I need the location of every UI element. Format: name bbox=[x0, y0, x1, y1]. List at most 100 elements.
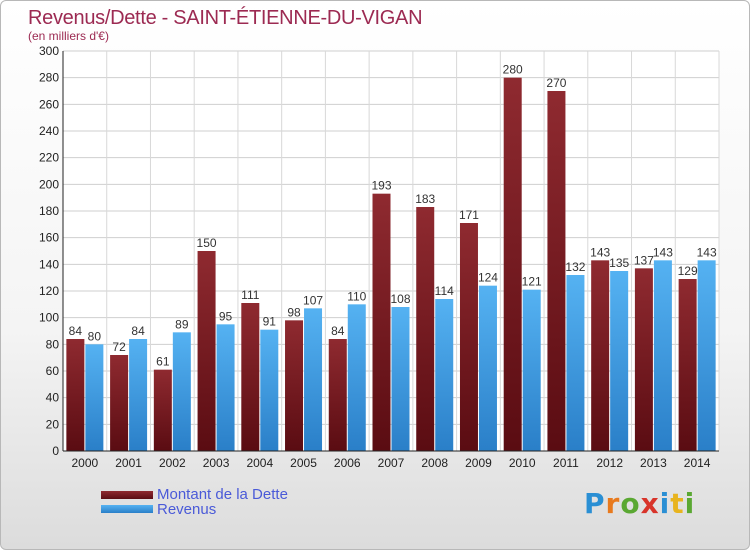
x-tick-label: 2012 bbox=[596, 456, 623, 470]
x-tick-label: 2013 bbox=[640, 456, 667, 470]
logo-letter: x bbox=[640, 487, 660, 520]
value-label-dette: 61 bbox=[156, 355, 170, 369]
value-label-dette: 280 bbox=[503, 63, 523, 77]
y-tick-label: 280 bbox=[39, 71, 59, 85]
proxiti-logo: Proxiti bbox=[584, 487, 695, 520]
value-label-dette: 137 bbox=[634, 253, 654, 267]
value-label-revenus: 91 bbox=[263, 315, 277, 329]
y-tick-label: 0 bbox=[52, 444, 59, 458]
value-label-dette: 129 bbox=[678, 264, 698, 278]
value-label-revenus: 114 bbox=[435, 284, 454, 298]
value-label-revenus: 121 bbox=[522, 275, 542, 289]
logo-letter: i bbox=[659, 487, 671, 520]
bar-revenus bbox=[85, 344, 104, 451]
value-label-revenus: 143 bbox=[653, 245, 673, 259]
y-tick-label: 180 bbox=[39, 204, 59, 218]
x-tick-label: 2008 bbox=[421, 456, 448, 470]
bar-revenus bbox=[391, 307, 410, 451]
x-tick-label: 2005 bbox=[290, 456, 317, 470]
y-tick-label: 260 bbox=[39, 97, 59, 111]
value-label-dette: 111 bbox=[241, 288, 260, 302]
logo-letter: r bbox=[605, 487, 621, 520]
x-tick-label: 2007 bbox=[378, 456, 405, 470]
y-tick-label: 300 bbox=[39, 44, 59, 58]
value-label-revenus: 80 bbox=[88, 329, 102, 343]
bar-revenus bbox=[653, 260, 672, 451]
bar-dette bbox=[459, 223, 478, 451]
value-label-revenus: 110 bbox=[347, 289, 366, 303]
x-tick-label: 2004 bbox=[246, 456, 273, 470]
bar-dette bbox=[241, 303, 260, 451]
plot-area bbox=[63, 51, 719, 451]
value-label-dette: 72 bbox=[112, 340, 126, 354]
bar-dette bbox=[197, 251, 216, 451]
y-tick-label: 20 bbox=[46, 417, 60, 431]
bar-dette bbox=[634, 268, 653, 451]
value-label-revenus: 135 bbox=[609, 256, 629, 270]
value-label-revenus: 132 bbox=[565, 260, 585, 274]
value-label-dette: 84 bbox=[331, 324, 345, 338]
x-tick-label: 2000 bbox=[72, 456, 99, 470]
value-label-revenus: 84 bbox=[131, 324, 145, 338]
bar-revenus bbox=[216, 324, 235, 451]
bar-revenus bbox=[347, 304, 366, 451]
value-label-revenus: 108 bbox=[390, 292, 410, 306]
x-tick-label: 2010 bbox=[509, 456, 536, 470]
value-label-dette: 150 bbox=[197, 236, 217, 250]
y-tick-label: 160 bbox=[39, 231, 59, 245]
logo-letter: t bbox=[670, 487, 685, 520]
bar-revenus bbox=[435, 299, 454, 451]
bar-dette bbox=[328, 339, 347, 451]
x-tick-label: 2003 bbox=[203, 456, 230, 470]
x-tick-label: 2009 bbox=[465, 456, 492, 470]
logo-letter: i bbox=[684, 487, 696, 520]
logo-letter: P bbox=[584, 487, 606, 520]
bar-dette bbox=[110, 355, 129, 451]
y-tick-label: 40 bbox=[46, 391, 60, 405]
x-tick-label: 2001 bbox=[115, 456, 142, 470]
legend-swatch-debt bbox=[101, 491, 153, 499]
bar-dette bbox=[372, 193, 391, 451]
value-label-revenus: 107 bbox=[303, 293, 323, 307]
chart-subtitle: (en milliers d'€) bbox=[28, 29, 109, 43]
y-tick-label: 120 bbox=[39, 284, 59, 298]
value-label-dette: 98 bbox=[287, 305, 301, 319]
y-tick-label: 140 bbox=[39, 257, 59, 271]
value-label-revenus: 143 bbox=[697, 245, 717, 259]
value-label-dette: 84 bbox=[69, 324, 83, 338]
bar-dette bbox=[678, 279, 697, 451]
value-label-dette: 193 bbox=[371, 179, 391, 193]
logo-letter: o bbox=[620, 487, 641, 520]
value-label-revenus: 124 bbox=[478, 271, 498, 285]
bar-revenus bbox=[260, 329, 279, 451]
value-label-dette: 270 bbox=[546, 76, 566, 90]
value-label-dette: 171 bbox=[459, 208, 479, 222]
chart-title: Revenus/Dette - SAINT-ÉTIENNE-DU-VIGAN bbox=[28, 7, 423, 29]
bar-dette bbox=[66, 339, 85, 451]
x-tick-label: 2002 bbox=[159, 456, 186, 470]
bar-dette bbox=[547, 91, 566, 451]
y-tick-label: 60 bbox=[46, 364, 60, 378]
bar-revenus bbox=[697, 260, 716, 451]
bar-revenus bbox=[172, 332, 191, 451]
y-tick-label: 200 bbox=[39, 177, 59, 191]
bar-revenus bbox=[129, 339, 148, 451]
value-label-revenus: 89 bbox=[175, 317, 189, 331]
y-tick-label: 240 bbox=[39, 124, 59, 138]
bar-dette bbox=[416, 207, 435, 451]
value-label-revenus: 95 bbox=[219, 309, 233, 323]
value-label-dette: 143 bbox=[590, 245, 610, 259]
legend-label-debt: Montant de la Dette bbox=[157, 486, 288, 503]
bar-dette bbox=[285, 320, 304, 451]
bar-revenus bbox=[566, 275, 585, 451]
y-tick-label: 100 bbox=[39, 311, 59, 325]
legend-swatch-revenus bbox=[101, 505, 153, 513]
x-tick-label: 2011 bbox=[553, 456, 579, 470]
x-tick-label: 2006 bbox=[334, 456, 361, 470]
y-tick-label: 80 bbox=[46, 337, 60, 351]
bar-revenus bbox=[304, 308, 323, 451]
bar-revenus bbox=[478, 285, 497, 451]
bar-dette bbox=[153, 369, 172, 451]
